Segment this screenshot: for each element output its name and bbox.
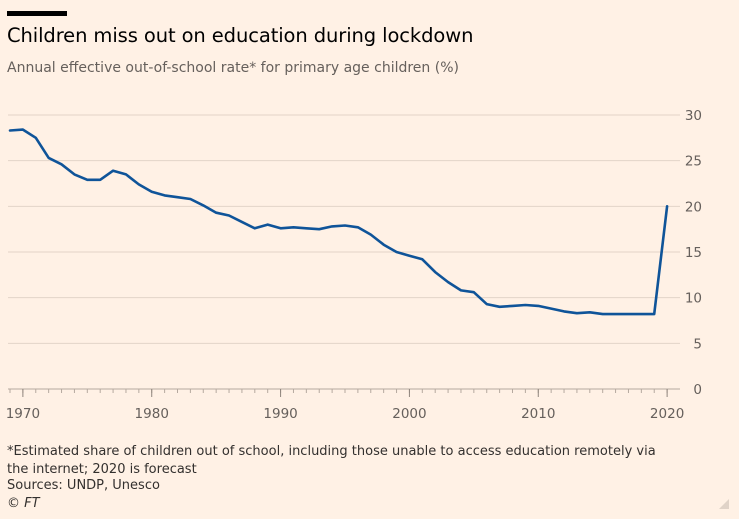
x-tick-label-1990: 1990 xyxy=(263,406,297,422)
resize-grip-icon[interactable] xyxy=(719,499,729,509)
y-axis-labels: 0 5 10 15 20 25 30 xyxy=(685,108,702,398)
chart-subtitle: Annual effective out-of-school rate* for… xyxy=(7,60,459,76)
y-tick-label-30: 30 xyxy=(685,108,702,124)
line-chart: 1970 1980 1990 2000 2010 2020 0 5 10 15 20 25 30 xyxy=(6,108,702,422)
chart-source: Sources: UNDP, Unesco xyxy=(7,478,160,493)
chart-credit: © FT xyxy=(7,496,40,511)
series-layer xyxy=(8,128,669,316)
series-line-0 xyxy=(8,128,669,316)
grid-layer xyxy=(8,114,680,390)
x-tick-label-1970: 1970 xyxy=(6,406,40,422)
x-tick-label-2000: 2000 xyxy=(392,406,426,422)
x-tick-label-1980: 1980 xyxy=(135,406,169,422)
x-axis: 1970 1980 1990 2000 2010 2020 xyxy=(6,389,684,422)
y-tick-label-15: 15 xyxy=(685,245,702,261)
chart-title: Children miss out on education during lo… xyxy=(7,24,474,47)
chart-footnote: *Estimated share of children out of scho… xyxy=(7,444,656,477)
ft-top-bar xyxy=(7,11,67,16)
y-tick-label-5: 5 xyxy=(693,336,702,352)
y-tick-label-0: 0 xyxy=(693,382,702,398)
y-tick-label-25: 25 xyxy=(685,154,702,170)
y-tick-label-10: 10 xyxy=(685,291,702,307)
y-tick-label-20: 20 xyxy=(685,199,702,215)
x-tick-label-2010: 2010 xyxy=(521,406,555,422)
x-tick-label-2020: 2020 xyxy=(650,406,684,422)
